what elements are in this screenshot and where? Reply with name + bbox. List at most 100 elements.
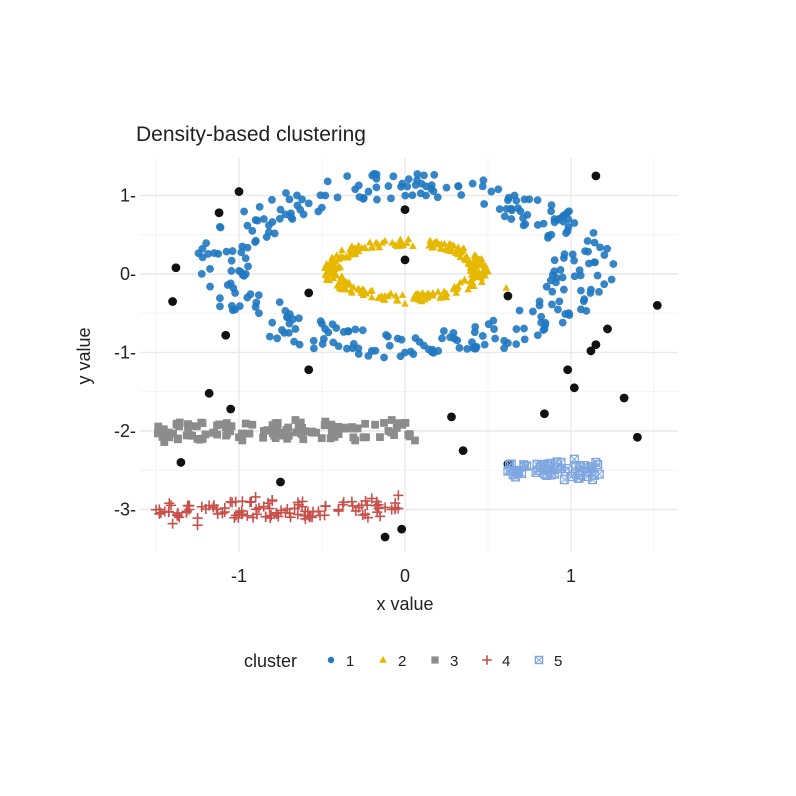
data-point <box>304 511 315 523</box>
series-cluster-4 <box>150 490 404 531</box>
data-point <box>158 433 167 441</box>
data-point <box>476 255 484 263</box>
data-point <box>410 294 419 302</box>
data-point <box>438 334 446 343</box>
data-point <box>238 436 247 445</box>
y-tick-label: 1- <box>120 186 136 206</box>
data-point <box>542 282 551 291</box>
data-point <box>337 499 348 510</box>
data-point <box>478 182 487 191</box>
data-point <box>342 424 351 433</box>
data-point <box>215 223 224 231</box>
data-point <box>309 336 318 345</box>
data-point <box>558 273 567 282</box>
data-point <box>511 466 521 476</box>
data-point <box>547 201 556 210</box>
data-point <box>568 250 577 259</box>
data-point <box>512 325 521 333</box>
data-point <box>216 302 224 311</box>
x-tick-label: 0 <box>400 566 410 586</box>
data-point <box>354 284 362 292</box>
data-point <box>372 183 381 192</box>
data-point <box>548 287 557 296</box>
data-point <box>480 200 489 208</box>
legend-key-5 <box>534 655 544 665</box>
data-point <box>287 209 295 218</box>
data-point <box>404 175 413 184</box>
data-point <box>473 272 482 280</box>
data-point <box>192 513 203 524</box>
data-point <box>234 507 245 518</box>
data-points <box>150 169 662 542</box>
data-point <box>197 269 206 278</box>
data-point <box>237 496 248 507</box>
data-point <box>454 182 463 191</box>
data-point <box>390 497 401 509</box>
data-point <box>388 238 397 246</box>
data-point <box>364 351 373 360</box>
data-point <box>321 324 330 333</box>
data-point <box>564 309 573 318</box>
data-point <box>317 434 326 443</box>
data-point <box>393 296 402 304</box>
data-point <box>420 171 428 180</box>
data-point <box>426 236 434 244</box>
data-point <box>484 267 492 275</box>
data-point <box>354 350 363 358</box>
data-point <box>223 281 232 289</box>
data-point <box>325 265 333 272</box>
data-point <box>436 244 445 252</box>
x-tick-label: -1 <box>231 566 247 586</box>
data-point <box>466 277 475 285</box>
data-point <box>291 416 300 424</box>
data-point <box>283 434 292 443</box>
data-point <box>227 267 236 275</box>
data-point <box>547 207 555 216</box>
data-point <box>514 204 522 213</box>
data-point <box>480 340 489 349</box>
data-point <box>308 427 316 436</box>
data-point <box>380 419 388 427</box>
data-point <box>371 346 380 355</box>
data-point <box>351 325 360 334</box>
data-point <box>409 242 417 250</box>
data-point <box>160 438 169 446</box>
data-point <box>385 341 394 350</box>
legend-label: 5 <box>554 653 562 670</box>
data-point <box>411 436 419 445</box>
data-point <box>378 238 387 246</box>
data-point <box>344 278 353 286</box>
data-point <box>316 191 325 200</box>
data-point <box>387 428 396 437</box>
data-point <box>325 276 334 284</box>
data-point <box>502 204 511 213</box>
data-point <box>376 433 384 442</box>
data-point <box>525 195 534 204</box>
data-point <box>299 210 308 219</box>
data-point <box>396 352 405 361</box>
data-point <box>252 298 261 307</box>
data-point <box>436 292 445 300</box>
data-point <box>344 253 353 261</box>
data-point <box>154 422 163 431</box>
data-point <box>235 302 244 311</box>
data-point <box>384 182 393 190</box>
data-point <box>443 245 452 253</box>
data-point <box>361 419 370 428</box>
data-point <box>297 430 306 438</box>
data-point <box>299 435 308 444</box>
data-point <box>262 233 271 241</box>
data-point <box>384 292 392 300</box>
data-point <box>268 429 277 438</box>
data-point <box>172 420 181 429</box>
data-point <box>254 291 263 300</box>
data-point <box>263 426 272 435</box>
data-point <box>240 207 248 216</box>
data-point <box>584 247 592 256</box>
data-point <box>275 214 284 223</box>
data-point <box>396 235 405 243</box>
data-point <box>503 291 513 301</box>
data-point <box>347 500 358 511</box>
data-point <box>216 294 224 303</box>
data-point <box>198 253 207 262</box>
